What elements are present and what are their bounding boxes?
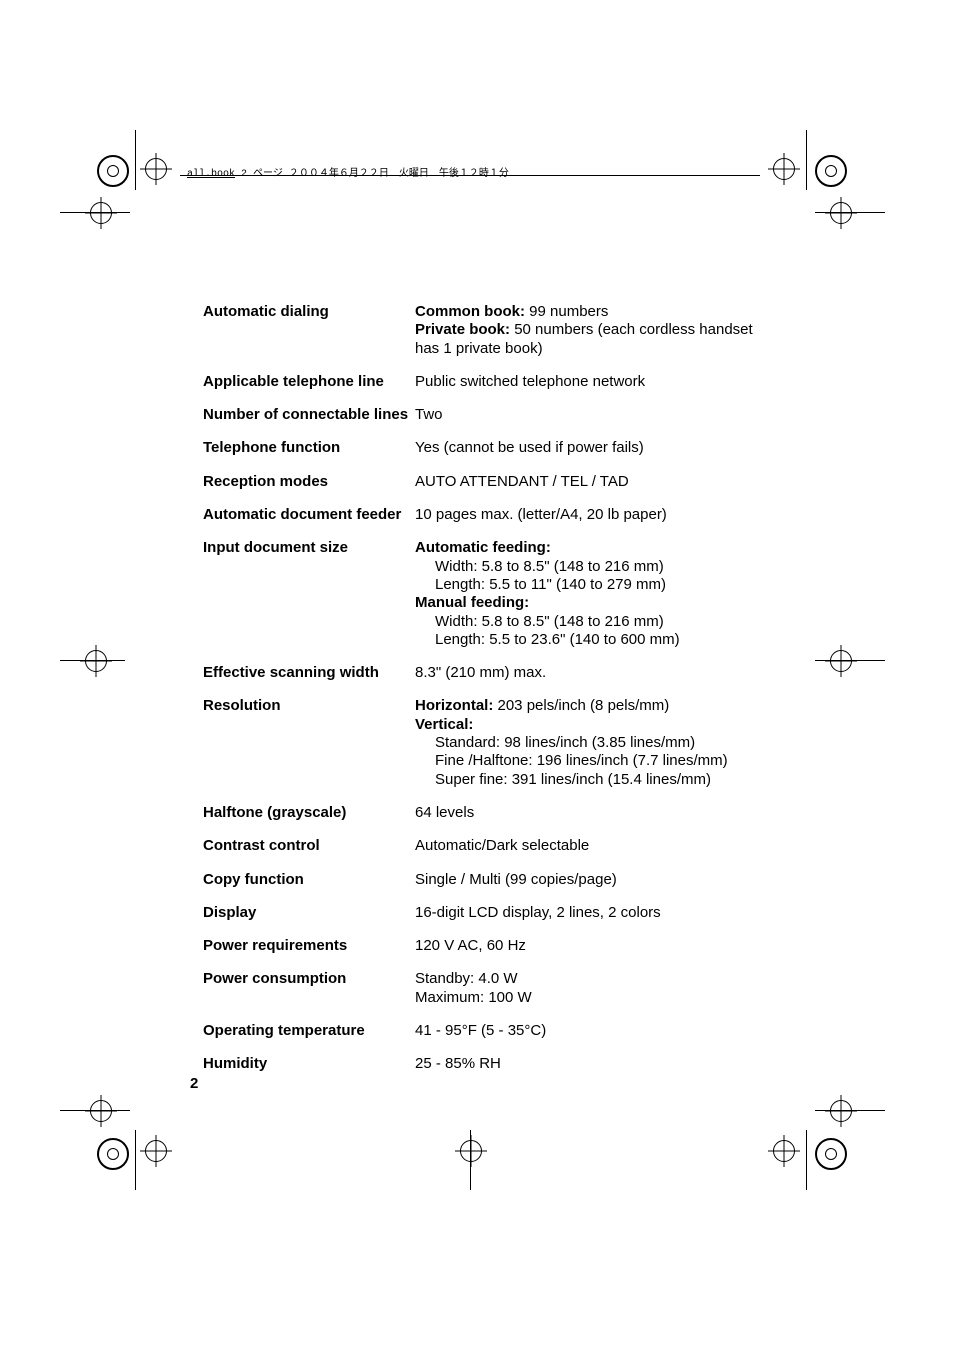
row-scan-width: Effective scanning width 8.3" (210 mm) m… [203, 664, 763, 682]
crop-mark-icon [135, 1130, 136, 1190]
value-resolution: Horizontal: 203 pels/inch (8 pels/mm) Ve… [415, 697, 763, 788]
value-halftone: 64 levels [415, 804, 763, 822]
crop-mark-icon [85, 650, 107, 672]
crop-mark-icon [815, 155, 847, 187]
label-op-temp: Operating temperature [203, 1022, 415, 1039]
crop-mark-icon [830, 650, 852, 672]
value-power-cons: Standby: 4.0 W Maximum: 100 W [415, 970, 763, 1007]
header-rule [180, 175, 760, 176]
row-applicable-line: Applicable telephone line Public switche… [203, 373, 763, 391]
value-power-req: 120 V AC, 60 Hz [415, 937, 763, 955]
crop-mark-icon [145, 158, 167, 180]
crop-mark-icon [470, 1130, 471, 1190]
row-input-doc: Input document size Automatic feeding: W… [203, 539, 763, 649]
value-copy: Single / Multi (99 copies/page) [415, 871, 763, 889]
crop-mark-icon [97, 155, 129, 187]
crop-mark-icon [815, 212, 885, 213]
value-op-temp: 41 - 95°F (5 - 35°C) [415, 1022, 763, 1040]
label-display: Display [203, 904, 415, 921]
row-adf: Automatic document feeder 10 pages max. … [203, 506, 763, 524]
value-automatic-dialing: Common book: 99 numbers Private book: 50… [415, 303, 763, 358]
value-applicable-line: Public switched telephone network [415, 373, 763, 391]
row-humidity: Humidity 25 - 85% RH [203, 1055, 763, 1073]
label-input-doc: Input document size [203, 539, 415, 556]
value-connectable-lines: Two [415, 406, 763, 424]
label-copy: Copy function [203, 871, 415, 888]
crop-mark-icon [830, 1100, 852, 1122]
label-scan-width: Effective scanning width [203, 664, 415, 681]
crop-mark-icon [135, 130, 136, 190]
row-contrast: Contrast control Automatic/Dark selectab… [203, 837, 763, 855]
value-display: 16-digit LCD display, 2 lines, 2 colors [415, 904, 763, 922]
crop-mark-icon [145, 1140, 167, 1162]
crop-mark-icon [60, 1110, 130, 1111]
crop-mark-icon [830, 202, 852, 224]
header-text: all.book 2 ページ ２００４年６月２２日 火曜日 午後１２時１分 [187, 164, 509, 180]
value-adf: 10 pages max. (letter/A4, 20 lb paper) [415, 506, 763, 524]
crop-mark-icon [806, 1130, 807, 1190]
row-copy: Copy function Single / Multi (99 copies/… [203, 871, 763, 889]
crop-mark-icon [806, 130, 807, 190]
label-contrast: Contrast control [203, 837, 415, 854]
crop-mark-icon [773, 158, 795, 180]
value-scan-width: 8.3" (210 mm) max. [415, 664, 763, 682]
crop-mark-icon [90, 202, 112, 224]
row-power-req: Power requirements 120 V AC, 60 Hz [203, 937, 763, 955]
crop-mark-icon [60, 212, 130, 213]
label-reception-modes: Reception modes [203, 473, 415, 490]
specs-table: Automatic dialing Common book: 99 number… [203, 303, 763, 1089]
crop-mark-icon [815, 1138, 847, 1170]
label-resolution: Resolution [203, 697, 415, 714]
row-power-cons: Power consumption Standby: 4.0 W Maximum… [203, 970, 763, 1007]
crop-mark-icon [97, 1138, 129, 1170]
label-halftone: Halftone (grayscale) [203, 804, 415, 821]
value-input-doc: Automatic feeding: Width: 5.8 to 8.5" (1… [415, 539, 763, 649]
crop-mark-icon [60, 660, 125, 661]
crop-mark-icon [773, 1140, 795, 1162]
label-automatic-dialing: Automatic dialing [203, 303, 415, 320]
label-adf: Automatic document feeder [203, 506, 415, 523]
crop-mark-icon [90, 1100, 112, 1122]
row-connectable-lines: Number of connectable lines Two [203, 406, 763, 424]
row-display: Display 16-digit LCD display, 2 lines, 2… [203, 904, 763, 922]
value-contrast: Automatic/Dark selectable [415, 837, 763, 855]
crop-mark-icon [815, 1110, 885, 1111]
label-power-cons: Power consumption [203, 970, 415, 987]
label-applicable-line: Applicable telephone line [203, 373, 415, 390]
row-halftone: Halftone (grayscale) 64 levels [203, 804, 763, 822]
row-reception-modes: Reception modes AUTO ATTENDANT / TEL / T… [203, 473, 763, 491]
label-humidity: Humidity [203, 1055, 415, 1072]
label-telephone-function: Telephone function [203, 439, 415, 456]
label-connectable-lines: Number of connectable lines [203, 406, 415, 423]
crop-mark-icon [460, 1140, 482, 1162]
crop-mark-icon [815, 660, 885, 661]
row-automatic-dialing: Automatic dialing Common book: 99 number… [203, 303, 763, 358]
value-telephone-function: Yes (cannot be used if power fails) [415, 439, 763, 457]
row-resolution: Resolution Horizontal: 203 pels/inch (8 … [203, 697, 763, 788]
value-humidity: 25 - 85% RH [415, 1055, 763, 1073]
label-power-req: Power requirements [203, 937, 415, 954]
page-number: 2 [190, 1075, 198, 1092]
row-telephone-function: Telephone function Yes (cannot be used i… [203, 439, 763, 457]
row-op-temp: Operating temperature 41 - 95°F (5 - 35°… [203, 1022, 763, 1040]
value-reception-modes: AUTO ATTENDANT / TEL / TAD [415, 473, 763, 491]
